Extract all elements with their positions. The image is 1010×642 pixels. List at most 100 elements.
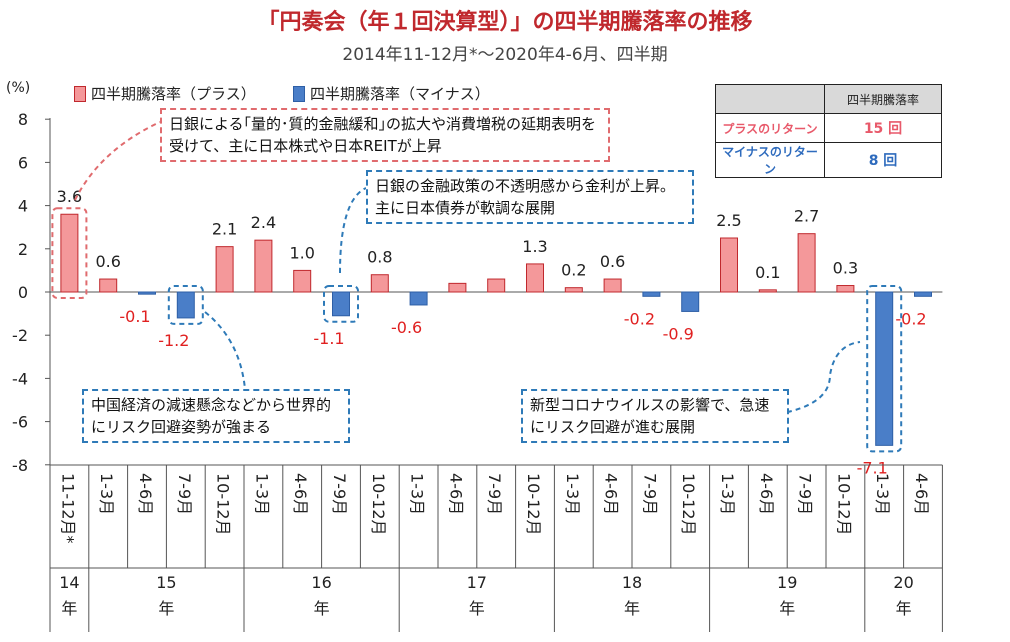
y-tick-label: -6 xyxy=(12,413,28,432)
bar-value-label: -0.1 xyxy=(119,307,150,326)
highlight-box xyxy=(51,207,88,300)
bar xyxy=(370,274,389,293)
bar-value-label: 0.6 xyxy=(600,252,625,271)
x-tick-label: 7-9月 xyxy=(175,473,194,515)
bar-value-label: 1.0 xyxy=(289,243,314,262)
bar-value-label: -0.9 xyxy=(663,324,694,343)
return-count-table: 四半期騰落率 プラスのリターン 15 回 マイナスのリターン 8 回 xyxy=(715,84,942,178)
legend-positive-swatch xyxy=(74,85,86,102)
bar-value-label: 2.1 xyxy=(212,220,237,239)
y-tick-label: 4 xyxy=(18,197,28,216)
bar xyxy=(293,269,312,293)
bar xyxy=(797,233,816,293)
bar xyxy=(914,291,932,297)
year-label: 18 年 xyxy=(622,573,642,618)
bar-value-label: 0.3 xyxy=(833,259,858,278)
bar xyxy=(99,278,118,293)
year-label: 17 年 xyxy=(467,573,487,618)
x-tick-label: 7-9月 xyxy=(640,473,659,515)
x-tick-label: 4-6月 xyxy=(602,473,621,515)
y-tick-label: -2 xyxy=(12,326,28,345)
x-tick-label: 4-6月 xyxy=(446,473,465,515)
x-tick-label: 7-9月 xyxy=(330,473,349,515)
bar-value-label: 0.2 xyxy=(561,261,586,280)
year-label: 14 年 xyxy=(59,573,79,618)
bar xyxy=(720,237,738,293)
annotation-connector xyxy=(204,311,246,390)
bar xyxy=(603,278,622,293)
x-tick-label: 10-12月 xyxy=(679,473,698,536)
negative-return-label: マイナスのリターン xyxy=(715,142,825,178)
chart-subtitle: 2014年11-12月*～2020年4-6月、四半期 xyxy=(342,45,668,65)
bar xyxy=(448,282,467,293)
y-tick-label: 0 xyxy=(18,283,28,302)
bar xyxy=(409,291,428,306)
x-tick-label: 4-6月 xyxy=(757,473,776,515)
bar xyxy=(875,291,894,446)
bar-value-label: 0.1 xyxy=(755,263,780,282)
bar-value-label: -0.2 xyxy=(624,309,655,328)
annotation-boj-uncertainty: 日銀の金融政策の不透明感から金利が上昇。主に日本債券が軟調な展開 xyxy=(366,170,694,224)
bar xyxy=(564,287,583,293)
annotation-coronavirus: 新型コロナウイルスの影響で、急速にリスク回避が進む展開 xyxy=(521,389,789,443)
bar xyxy=(758,289,777,293)
x-tick-label: 7-9月 xyxy=(485,473,504,515)
bar xyxy=(176,291,195,319)
bar xyxy=(642,291,661,297)
y-tick-label: -8 xyxy=(12,456,28,475)
x-tick-label: 11-12月* xyxy=(58,473,77,544)
y-tick-label: 6 xyxy=(18,153,28,172)
bar xyxy=(332,291,350,317)
y-tick-label: 2 xyxy=(18,240,28,259)
table-corner-cell xyxy=(715,84,825,114)
bar-value-label: -0.2 xyxy=(895,309,926,328)
positive-return-label: プラスのリターン xyxy=(715,113,825,143)
legend-negative-label: 四半期騰落率（マイナス） xyxy=(310,85,490,103)
bar-value-label: 0.8 xyxy=(367,248,392,267)
highlight-box xyxy=(866,285,903,453)
bar xyxy=(138,291,156,295)
x-tick-label: 7-9月 xyxy=(796,473,815,515)
bar xyxy=(487,278,506,293)
y-axis-unit: (%) xyxy=(6,80,31,96)
annotation-connector xyxy=(339,187,367,274)
bar xyxy=(681,291,700,312)
chart-title: 「円奏会（年１回決算型）」の四半期騰落率の推移 xyxy=(257,10,753,35)
legend-positive-label: 四半期騰落率（プラス） xyxy=(91,85,256,103)
bar-value-label: -1.2 xyxy=(158,331,189,350)
year-label: 20 年 xyxy=(893,573,913,618)
bar-value-label: 1.3 xyxy=(522,237,547,256)
x-tick-label: 4-6月 xyxy=(136,473,155,515)
x-tick-label: 10-12月 xyxy=(369,473,388,536)
bar xyxy=(60,213,79,293)
highlight-box xyxy=(167,285,204,325)
legend-positive: 四半期騰落率（プラス） xyxy=(74,83,256,104)
bar xyxy=(215,246,234,293)
highlight-box xyxy=(323,285,359,323)
bar-value-label: -0.6 xyxy=(391,318,422,337)
bar-value-label: 2.5 xyxy=(716,211,741,230)
annotation-connector xyxy=(74,121,161,201)
negative-return-count: 8 回 xyxy=(824,142,942,178)
x-tick-label: 10-12月 xyxy=(524,473,543,536)
bar-value-label: -1.1 xyxy=(313,329,344,348)
y-tick-label: -4 xyxy=(12,369,28,388)
bar xyxy=(526,263,544,293)
x-tick-label: 1-3月 xyxy=(252,473,271,515)
x-tick-label: 4-6月 xyxy=(912,473,931,515)
x-tick-label: 10-12月 xyxy=(214,473,233,536)
year-label: 19 年 xyxy=(777,573,797,618)
year-label: 16 年 xyxy=(311,573,331,618)
x-tick-label: 1-3月 xyxy=(873,473,892,515)
x-tick-label: 1-3月 xyxy=(408,473,427,515)
bar-value-label: 2.7 xyxy=(794,207,819,226)
annotation-connector xyxy=(777,341,861,415)
x-tick-label: 1-3月 xyxy=(718,473,737,515)
x-tick-label: 10-12月 xyxy=(834,473,853,536)
bar xyxy=(836,285,855,293)
x-tick-label: 4-6月 xyxy=(291,473,310,515)
legend-negative-swatch xyxy=(293,85,305,102)
x-tick-label: 1-3月 xyxy=(563,473,582,515)
year-label: 15 年 xyxy=(156,573,176,618)
bar-value-label: 2.4 xyxy=(251,213,276,232)
